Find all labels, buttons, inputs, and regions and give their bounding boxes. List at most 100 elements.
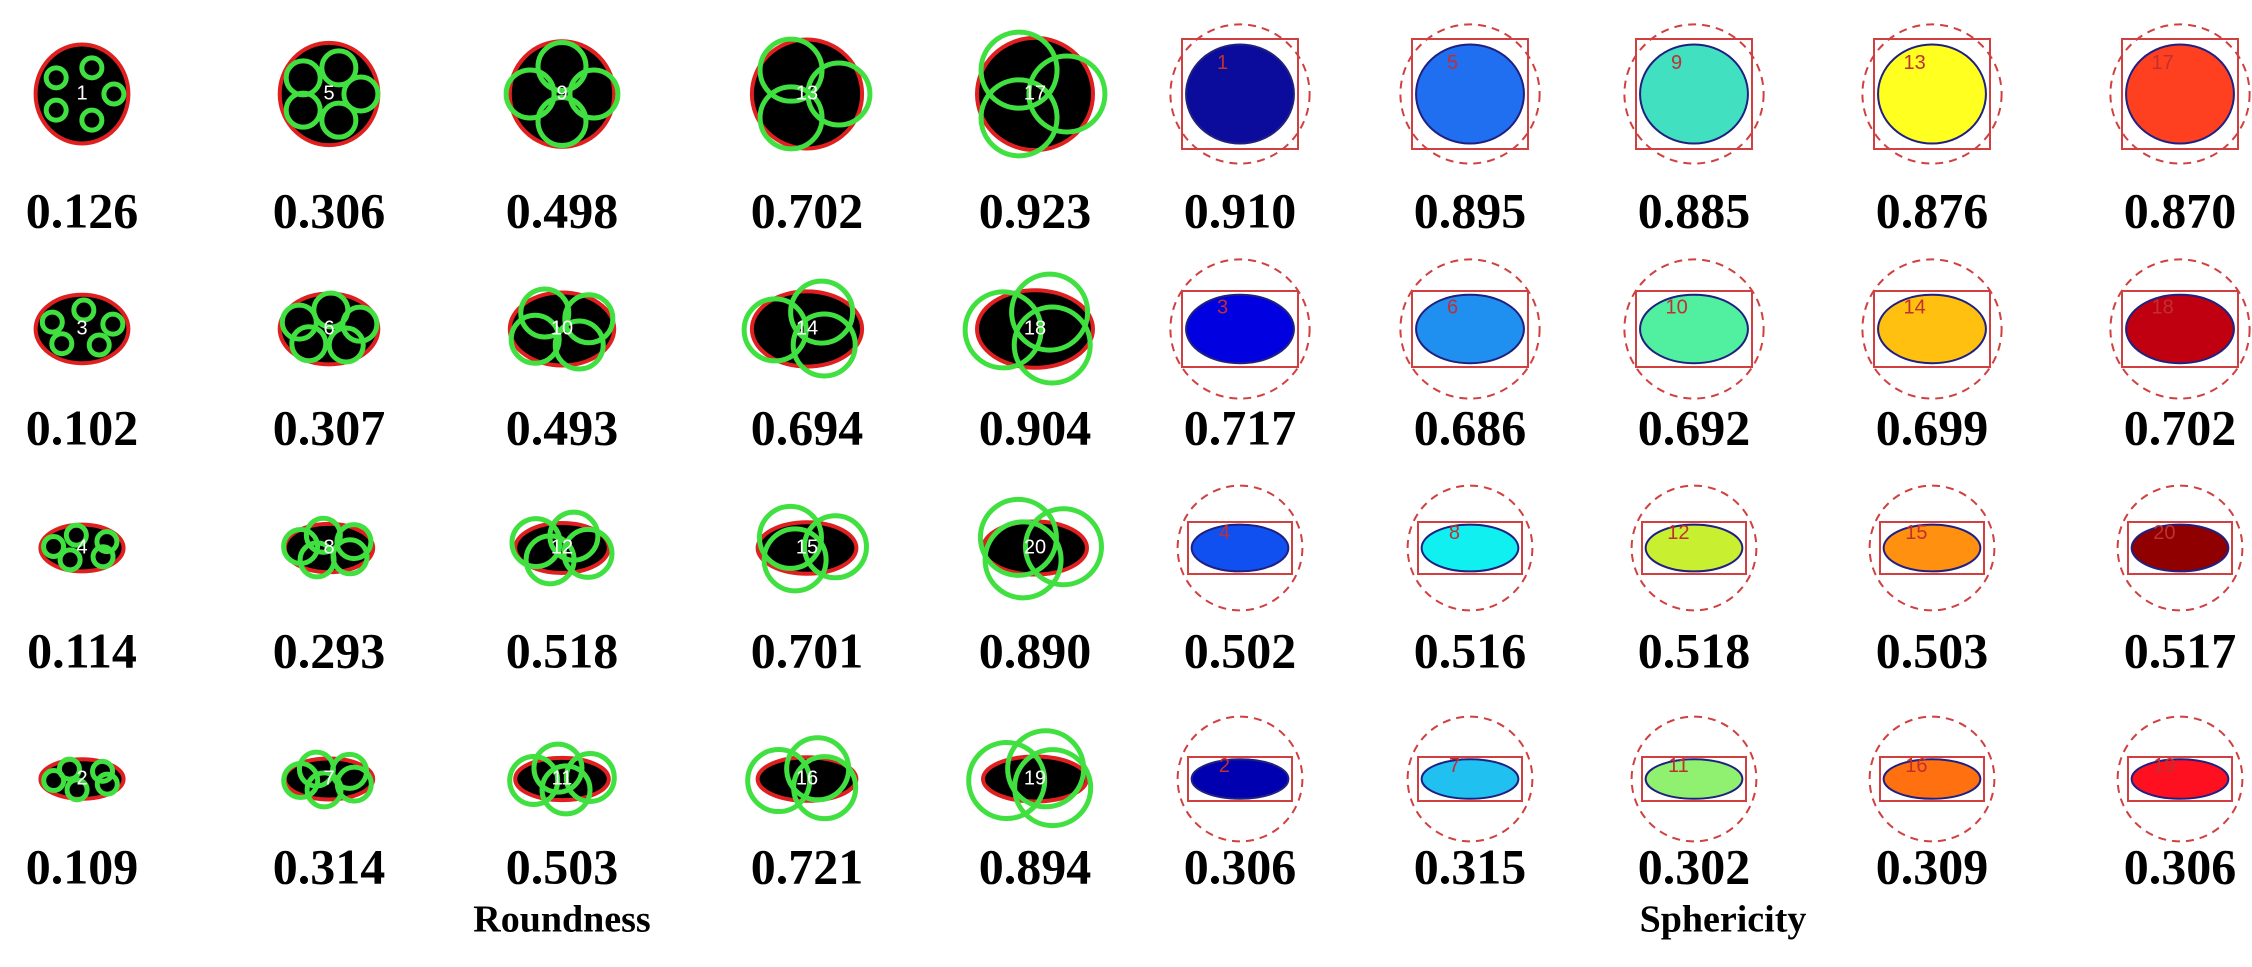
particle-label: 18	[1024, 317, 1046, 339]
roundness-value: 0.701	[751, 622, 864, 678]
inscribed-circle	[539, 763, 593, 817]
inscribed-circle	[90, 758, 116, 784]
inscribed-circle	[1009, 271, 1091, 353]
roundness-value: 0.721	[751, 838, 864, 894]
particle	[2125, 293, 2235, 365]
inscribed-circle	[745, 747, 813, 815]
inscribed-circle	[100, 311, 126, 337]
sphericity-value: 0.702	[2124, 399, 2237, 455]
particle	[1190, 523, 1290, 573]
roundness-value: 0.306	[273, 182, 386, 238]
particle	[1644, 758, 1744, 800]
inscribed-circle	[741, 296, 809, 364]
particle-label: 18	[2151, 296, 2173, 318]
particle-label: 15	[796, 536, 818, 558]
bounding-box	[1641, 521, 1747, 575]
bounding-box	[1635, 290, 1753, 368]
sphericity-value: 0.692	[1638, 399, 1751, 455]
inscribed-circle	[79, 107, 105, 133]
inscribed-circle	[71, 297, 97, 323]
inscribed-circle	[563, 750, 617, 804]
inscribed-circle	[801, 513, 869, 581]
particle-label: 4	[1219, 522, 1230, 544]
bounding-box	[1879, 521, 1985, 575]
bounding-box	[1411, 290, 1529, 368]
inscribed-circle	[289, 324, 329, 364]
circumscribed-circle	[1630, 484, 1758, 612]
inscribed-circle	[966, 740, 1048, 822]
inscribed-circle	[561, 526, 615, 580]
sphericity-value: 0.717	[1184, 399, 1297, 455]
inscribed-circle	[319, 48, 359, 88]
inscribed-circle	[340, 304, 380, 344]
particle-label: 17	[2151, 52, 2173, 74]
sphericity-value: 0.309	[1876, 838, 1989, 894]
circumscribed-circle	[1630, 715, 1758, 843]
inscribed-circle	[567, 67, 621, 121]
circumscribed-circle	[1861, 23, 2003, 165]
roundness-value: 0.293	[273, 622, 386, 678]
inscribed-circle	[978, 29, 1060, 111]
inscribed-circle	[341, 74, 381, 114]
roundness-value: 0.890	[979, 622, 1092, 678]
circumscribed-circle	[1406, 484, 1534, 612]
particle-label: 12	[551, 536, 573, 558]
particle-label: 16	[1905, 755, 1927, 777]
particle	[1185, 43, 1295, 145]
bounding-box	[1187, 756, 1293, 802]
bounding-box	[1187, 521, 1293, 575]
bounding-box	[1873, 290, 1991, 368]
circumscribed-circle	[1399, 23, 1541, 165]
particle-label: 10	[551, 317, 573, 339]
inscribed-circle	[552, 318, 606, 372]
bounding-box	[1635, 38, 1753, 150]
inscribed-circle	[56, 756, 82, 782]
roundness-value: 0.503	[506, 838, 619, 894]
inscribed-circle	[507, 754, 561, 808]
panel-title: Sphericity	[1640, 899, 1807, 941]
circumscribed-circle	[1176, 484, 1304, 612]
particle-label: 19	[2153, 755, 2175, 777]
roundness-value: 0.498	[506, 182, 619, 238]
particle-label: 14	[1903, 296, 1925, 318]
inscribed-circle	[1022, 506, 1104, 588]
roundness-value: 0.518	[506, 622, 619, 678]
inscribed-circle	[63, 522, 89, 548]
particle-label: 1	[1217, 52, 1228, 74]
inscribed-circle	[43, 65, 69, 91]
roundness-value: 0.307	[273, 399, 386, 455]
inscribed-circle	[757, 84, 825, 152]
inscribed-circle	[978, 77, 1060, 159]
sphericity-value: 0.699	[1876, 399, 1989, 455]
particle-label: 4	[76, 536, 87, 558]
bounding-box	[1181, 38, 1299, 150]
particle	[1639, 43, 1749, 145]
inscribed-circle	[49, 331, 75, 357]
inscribed-circle	[535, 95, 589, 148]
particle-label: 7	[323, 767, 334, 789]
particle-label: 8	[1449, 522, 1460, 544]
particle-label: 2	[76, 767, 87, 789]
inscribed-circle	[90, 544, 116, 570]
inscribed-circle	[326, 325, 366, 365]
particle	[1420, 523, 1520, 573]
inscribed-circle	[531, 741, 585, 795]
inscribed-circle	[94, 529, 120, 555]
inscribed-circle	[790, 311, 858, 379]
particle-label: 7	[1449, 755, 1460, 777]
inscribed-circle	[86, 332, 112, 358]
particle-label: 3	[1217, 296, 1228, 318]
inscribed-circle	[41, 768, 67, 794]
sphericity-value: 0.876	[1876, 182, 1989, 238]
circumscribed-circle	[1399, 258, 1541, 400]
particle-label: 10	[1665, 296, 1687, 318]
inscribed-circle	[503, 67, 557, 121]
inscribed-circle	[562, 292, 616, 346]
circumscribed-circle	[1868, 484, 1996, 612]
sphericity-value: 0.503	[1876, 622, 1989, 678]
circumscribed-circle	[1406, 715, 1534, 843]
sphericity-value: 0.895	[1414, 182, 1527, 238]
particle-label: 6	[1447, 296, 1458, 318]
particle	[1420, 758, 1520, 800]
